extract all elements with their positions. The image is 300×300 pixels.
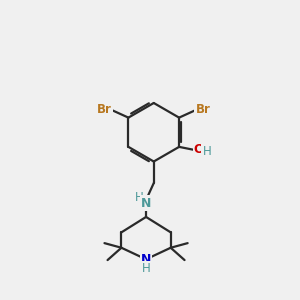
Text: O: O: [194, 143, 204, 157]
Text: Br: Br: [196, 103, 210, 116]
Text: H: H: [202, 145, 211, 158]
Text: N: N: [141, 196, 151, 210]
Text: Br: Br: [97, 103, 112, 116]
Text: N: N: [141, 253, 151, 266]
Text: H: H: [142, 262, 150, 275]
Text: H: H: [135, 191, 143, 204]
